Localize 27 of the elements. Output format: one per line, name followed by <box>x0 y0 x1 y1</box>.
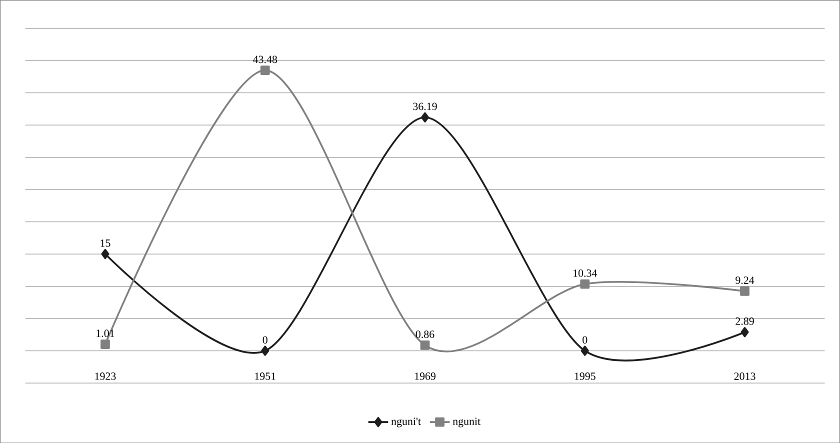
x-tick-label: 1995 <box>574 372 596 380</box>
data-label: 0.86 <box>416 330 434 338</box>
data-label: 1.01 <box>96 329 114 337</box>
point <box>100 339 110 349</box>
point <box>420 340 430 350</box>
point <box>260 66 270 75</box>
x-tick-label: 1923 <box>95 372 116 380</box>
data-label: 36.19 <box>413 102 437 110</box>
x-tick-label: 1969 <box>415 372 436 380</box>
point <box>580 279 590 289</box>
data-label: 15 <box>100 239 110 247</box>
legend-label: ngunit <box>452 418 481 428</box>
point <box>420 112 430 122</box>
data-label: 0 <box>262 336 268 344</box>
data-label: 43.48 <box>253 56 278 63</box>
point <box>101 248 110 259</box>
point <box>261 346 270 356</box>
data-label: 9.24 <box>736 276 754 284</box>
data-label: 10.34 <box>574 269 598 277</box>
data-label: 0 <box>582 336 588 344</box>
legend-label: nguni't <box>391 418 421 428</box>
x-tick-label: 1951 <box>255 372 276 380</box>
point <box>580 346 589 356</box>
data-label: 2.89 <box>736 317 754 325</box>
point <box>740 286 750 296</box>
point <box>740 326 749 338</box>
x-tick-label: 2013 <box>734 372 756 380</box>
